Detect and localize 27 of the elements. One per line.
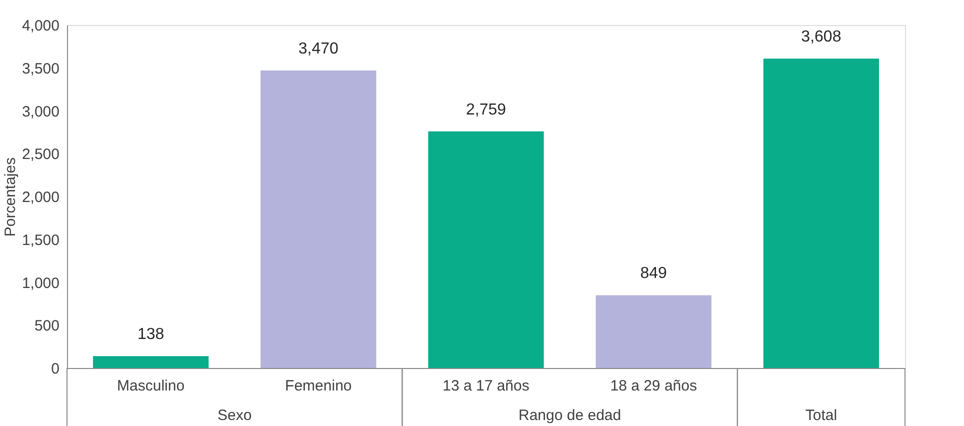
y-tick-label: 0: [51, 360, 60, 378]
x-tick-label: 18 a 29 años: [610, 378, 697, 394]
text: Total: [805, 407, 838, 424]
y-axis-title: Porcentajes: [2, 157, 19, 237]
y-tick-label: 3,000: [22, 103, 60, 120]
y-tick-label: 500: [34, 318, 60, 335]
y-tick-label: 2,000: [22, 189, 60, 206]
y-tick-label: 1,000: [22, 274, 60, 292]
data-label: 3,470: [298, 40, 339, 58]
data-label: 3,608: [801, 28, 842, 46]
bar: [260, 70, 376, 368]
text: Sexo: [218, 407, 252, 424]
x-tick-label: Masculino: [117, 378, 185, 394]
bar: [763, 58, 880, 368]
y-tick-label: 2,500: [22, 146, 60, 164]
data-label: 2,759: [466, 101, 506, 118]
bar: [596, 295, 712, 368]
text: Rango de edad: [518, 407, 622, 424]
y-tick-label: 1,500: [22, 232, 60, 249]
bar: [428, 131, 544, 368]
data-label: 849: [640, 265, 668, 282]
y-tick-label: 4,000: [22, 18, 60, 34]
x-tick-label: 13 a 17 años: [442, 378, 530, 394]
y-tick-label: 3,500: [22, 60, 60, 78]
x-tick-label: Femenino: [285, 378, 352, 394]
bar: [92, 356, 209, 368]
data-label: 138: [137, 326, 164, 344]
